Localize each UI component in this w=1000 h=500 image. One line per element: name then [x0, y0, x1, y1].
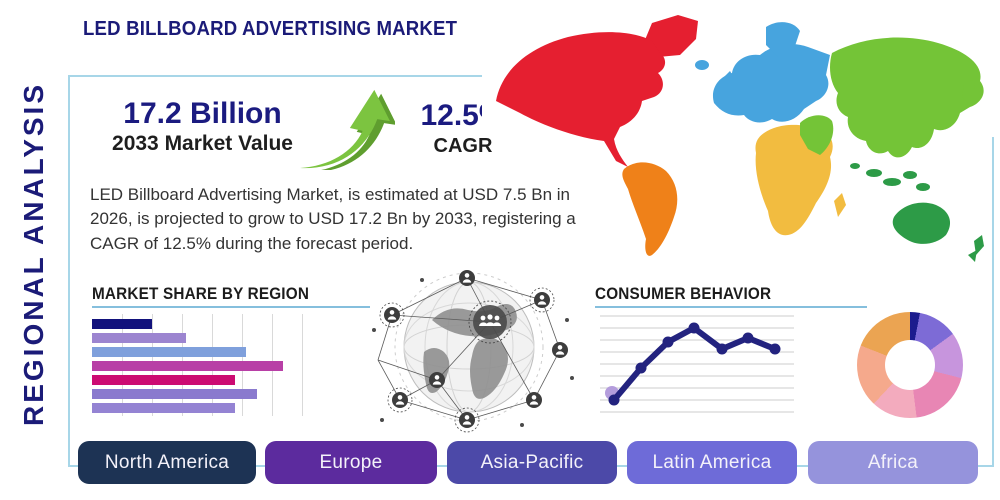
market-value-stat: 17.2 Billion 2033 Market Value [95, 98, 310, 156]
line-point [688, 322, 700, 334]
map-uk[interactable] [722, 71, 736, 91]
line-point [716, 343, 728, 355]
bar [92, 333, 186, 343]
map-north-america[interactable] [496, 32, 666, 167]
map-madagascar[interactable] [834, 193, 846, 217]
map-greenland[interactable] [642, 15, 698, 57]
line-point [742, 332, 754, 344]
map-asia[interactable] [830, 37, 984, 158]
growth-arrow-icon [295, 84, 397, 173]
bar [92, 389, 257, 399]
map-japan[interactable] [962, 80, 975, 103]
region-button-africa[interactable]: Africa [808, 441, 978, 484]
region-button-latin-america[interactable]: Latin America [627, 441, 797, 484]
market-share-bar-chart [92, 314, 382, 420]
line-point [635, 362, 647, 374]
map-middle-east[interactable] [800, 115, 834, 155]
consumer-behavior-heading: CONSUMER BEHAVIOR [595, 284, 772, 303]
bar-gridline [302, 314, 303, 416]
map-iceland[interactable] [695, 60, 709, 70]
bar [92, 403, 235, 413]
consumer-behavior-underline [595, 306, 867, 308]
map-australia[interactable] [892, 202, 951, 244]
bar-chart-bars [92, 319, 283, 417]
line-point [662, 336, 674, 348]
map-new-zealand-south[interactable] [968, 250, 977, 262]
line-point [769, 343, 781, 355]
line-point [608, 394, 620, 406]
market-value-number: 17.2 Billion [123, 97, 282, 130]
bar [92, 361, 283, 371]
line-chart-svg [600, 315, 794, 413]
bar [92, 347, 246, 357]
map-africa[interactable] [755, 124, 833, 236]
map-scandinavia[interactable] [766, 22, 800, 57]
consumer-behavior-line-chart [598, 310, 800, 422]
map-south-america[interactable] [622, 162, 678, 256]
map-europe[interactable] [712, 44, 830, 123]
region-button-north-america[interactable]: North America [78, 441, 256, 484]
cagr-label: CAGR [433, 134, 493, 157]
market-description: LED Billboard Advertising Market, is est… [90, 185, 576, 253]
donut-hole [885, 340, 935, 390]
region-button-asia-pacific[interactable]: Asia-Pacific [447, 441, 617, 484]
bar [92, 375, 235, 385]
globe-network-illustration [362, 260, 577, 434]
market-share-heading: MARKET SHARE BY REGION [92, 284, 310, 303]
growth-arrow-body [300, 89, 390, 169]
side-label-regional-analysis: REGIONAL ANALYSIS [18, 82, 49, 427]
map-new-zealand-north[interactable] [974, 235, 984, 255]
region-button-europe[interactable]: Europe [265, 441, 437, 484]
market-value-label: 2033 Market Value [112, 131, 293, 155]
bar [92, 319, 152, 329]
market-share-underline [92, 306, 370, 308]
world-map [482, 5, 995, 267]
regional-donut-chart [857, 312, 963, 418]
map-southeast-asia-islands[interactable] [850, 163, 930, 191]
page-title: LED BILLBOARD ADVERTISING MARKET [83, 18, 458, 40]
